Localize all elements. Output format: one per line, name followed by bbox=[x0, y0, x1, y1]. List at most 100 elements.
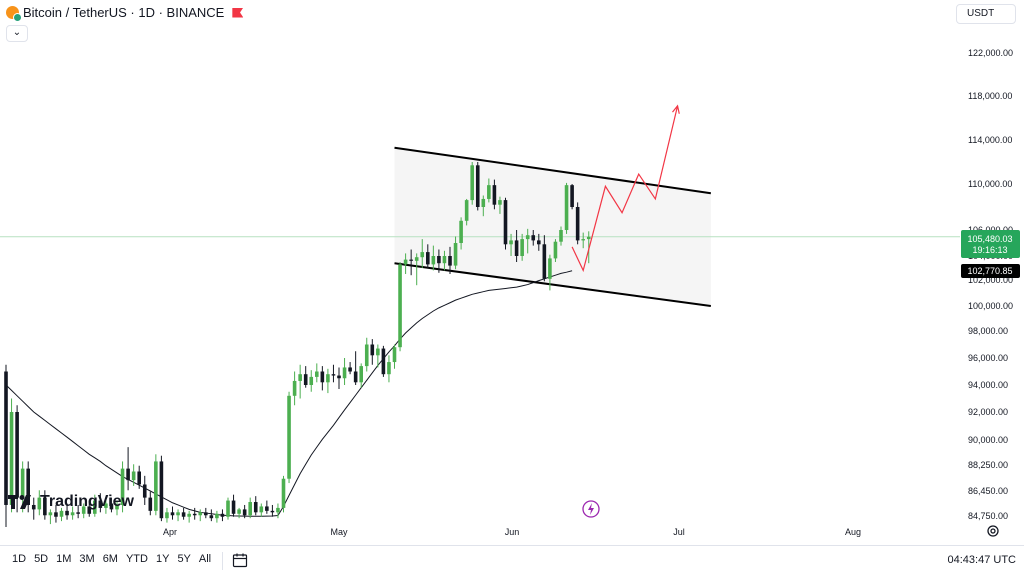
x-tick-label: Jun bbox=[505, 527, 520, 537]
bar-countdown: 19:16:13 bbox=[972, 245, 1007, 255]
symbol-title-row[interactable]: Bitcoin / TetherUS · 1D · BINANCE bbox=[6, 5, 244, 22]
candle-body bbox=[253, 502, 258, 513]
y-tick-label: 100,000.00 bbox=[968, 301, 1013, 311]
candle-body bbox=[337, 375, 341, 379]
candle-body bbox=[81, 506, 86, 514]
candle-body bbox=[359, 366, 363, 383]
candle-body bbox=[281, 478, 286, 508]
chart-header: Bitcoin / TetherUS · 1D · BINANCE USDT bbox=[0, 0, 1024, 26]
candle-body bbox=[403, 259, 408, 265]
chart-area[interactable]: 84,750.00 86,450.00 88,250.00 90,000.00 92,0… bbox=[0, 0, 1024, 545]
candle-body bbox=[315, 371, 319, 377]
x-tick-label: Aug bbox=[845, 527, 861, 537]
y-tick-label: 90,000.00 bbox=[968, 435, 1008, 445]
candle-body bbox=[26, 468, 30, 505]
toolbar-divider bbox=[222, 552, 223, 570]
candle-body bbox=[459, 220, 463, 243]
flag-icon[interactable] bbox=[232, 7, 244, 18]
y-tick-label: 94,000.00 bbox=[968, 380, 1008, 390]
candle-body bbox=[326, 374, 330, 383]
candle-body bbox=[448, 256, 452, 266]
candle-body bbox=[93, 500, 97, 514]
range-1d[interactable]: 1D bbox=[12, 553, 27, 565]
candle-body bbox=[387, 362, 391, 375]
candle-body bbox=[276, 507, 280, 513]
candle-body bbox=[231, 500, 236, 514]
candle-body bbox=[159, 461, 164, 519]
y-tick-label: 96,000.00 bbox=[968, 353, 1008, 363]
candle-body bbox=[265, 506, 269, 511]
candle-body bbox=[237, 509, 241, 514]
x-tick-label: May bbox=[330, 527, 348, 537]
range-1y[interactable]: 1Y bbox=[155, 553, 170, 565]
candle-body bbox=[287, 395, 291, 479]
price-chart[interactable]: 84,750.00 86,450.00 88,250.00 90,000.00 92,0… bbox=[0, 0, 1024, 545]
y-tick-label: 88,250.00 bbox=[968, 460, 1008, 470]
candle-body bbox=[65, 510, 69, 516]
y-tick-label: 110,000.00 bbox=[968, 179, 1012, 189]
candle-body bbox=[581, 239, 585, 241]
symbol-title[interactable]: Bitcoin / TetherUS · 1D · BINANCE bbox=[23, 5, 225, 20]
calendar-range-icon[interactable] bbox=[232, 552, 248, 568]
candle-body bbox=[31, 504, 36, 510]
candle-body bbox=[4, 371, 8, 505]
candle-body bbox=[481, 198, 486, 207]
candle-body bbox=[48, 512, 53, 516]
range-ytd[interactable]: YTD bbox=[125, 553, 148, 565]
range-all[interactable]: All bbox=[198, 553, 212, 565]
candle-body bbox=[131, 471, 136, 481]
candle-body bbox=[298, 374, 302, 381]
candle-body bbox=[98, 500, 103, 508]
candle-body bbox=[126, 468, 130, 481]
candle-body bbox=[170, 512, 175, 516]
flash-icon-bolt bbox=[588, 503, 594, 515]
candle-body bbox=[192, 513, 197, 516]
candle-body bbox=[442, 256, 447, 264]
channel-lower-line bbox=[394, 262, 711, 307]
candle-body bbox=[148, 497, 153, 511]
candle-body bbox=[259, 506, 264, 513]
candle-body bbox=[376, 348, 380, 356]
candle-body bbox=[176, 512, 180, 516]
candle-body bbox=[309, 376, 314, 385]
range-3m[interactable]: 3M bbox=[79, 553, 95, 565]
range-5y[interactable]: 5Y bbox=[177, 553, 191, 565]
y-tick-label: 118,000.00 bbox=[968, 91, 1012, 101]
projection-path bbox=[571, 105, 679, 273]
flash-icon bbox=[582, 500, 600, 518]
candle-body bbox=[87, 506, 92, 514]
range-6m[interactable]: 6M bbox=[102, 553, 118, 565]
collapse-legend-button[interactable]: ⌄ bbox=[6, 25, 28, 42]
candle-body bbox=[54, 512, 58, 517]
candle-body bbox=[414, 257, 419, 261]
candle-body bbox=[187, 513, 191, 517]
tradingview-logo-text: TradingView bbox=[40, 493, 134, 510]
candle-body bbox=[320, 371, 325, 383]
candle-body bbox=[220, 513, 225, 517]
candle-body bbox=[542, 244, 547, 279]
candle-body bbox=[43, 497, 47, 516]
last-price-value: 105,480.03 bbox=[967, 234, 1012, 244]
candle-body bbox=[154, 461, 158, 511]
currency-selector[interactable]: USDT bbox=[956, 4, 1016, 24]
y-tick-label: 102,000.00 bbox=[968, 275, 1013, 285]
candle-body bbox=[303, 374, 308, 385]
bottom-toolbar: 1D 5D 1M 3M 6M YTD 1Y 5Y All 04:43:47 UT… bbox=[0, 545, 1024, 576]
y-tick-label: 84,750.00 bbox=[968, 511, 1008, 521]
candle-body bbox=[509, 240, 513, 245]
candle-body bbox=[586, 236, 591, 240]
utc-clock[interactable]: 04:43:47 UTC bbox=[947, 554, 1016, 566]
candle-body bbox=[492, 185, 497, 205]
range-1m[interactable]: 1M bbox=[56, 553, 72, 565]
settings-icon[interactable] bbox=[986, 524, 1000, 538]
candle-body bbox=[503, 200, 508, 245]
candle-body bbox=[209, 515, 214, 519]
x-tick-label: Apr bbox=[163, 527, 177, 537]
candle-body bbox=[514, 240, 519, 256]
range-5d[interactable]: 5D bbox=[34, 553, 49, 565]
candle-body bbox=[570, 185, 574, 207]
candle-body bbox=[498, 200, 502, 205]
candle-body bbox=[525, 235, 530, 240]
y-tick-label: 114,000.00 bbox=[968, 135, 1012, 145]
candle-body bbox=[242, 509, 247, 516]
